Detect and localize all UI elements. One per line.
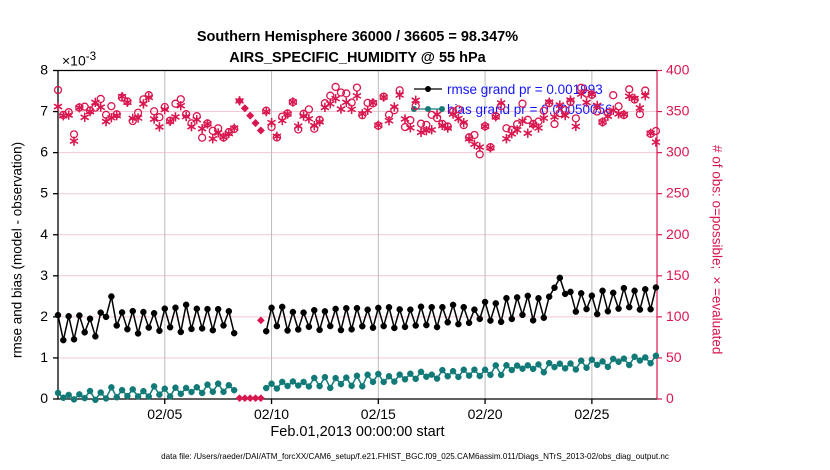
- svg-text:bias grand pr = 0.00050056: bias grand pr = 0.00050056: [447, 102, 613, 117]
- svg-text:150: 150: [666, 267, 690, 283]
- svg-text:2: 2: [40, 308, 48, 324]
- svg-text:250: 250: [666, 185, 690, 201]
- svg-text:100: 100: [666, 308, 690, 324]
- svg-text:0: 0: [666, 390, 674, 406]
- svg-text:02/15: 02/15: [361, 406, 396, 422]
- svg-text:02/25: 02/25: [574, 406, 609, 422]
- svg-text:300: 300: [666, 144, 690, 160]
- svg-text:350: 350: [666, 103, 690, 119]
- svg-text:400: 400: [666, 62, 690, 78]
- svg-text:8: 8: [40, 62, 48, 78]
- svg-text:200: 200: [666, 226, 690, 242]
- svg-text:5: 5: [40, 185, 48, 201]
- svg-text:6: 6: [40, 144, 48, 160]
- svg-text:02/20: 02/20: [468, 406, 503, 422]
- svg-text:02/05: 02/05: [147, 406, 182, 422]
- svg-text:0: 0: [40, 390, 48, 406]
- svg-text:7: 7: [40, 103, 48, 119]
- svg-text:1: 1: [40, 349, 48, 365]
- svg-text:4: 4: [40, 226, 48, 242]
- svg-text:50: 50: [666, 349, 682, 365]
- svg-text:3: 3: [40, 267, 48, 283]
- svg-text:02/10: 02/10: [254, 406, 289, 422]
